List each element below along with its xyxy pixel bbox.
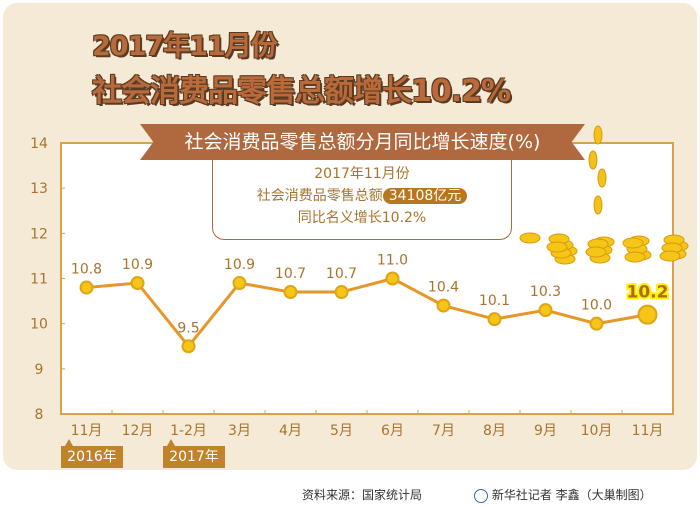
data-point <box>334 285 349 300</box>
data-point <box>637 304 658 325</box>
data-label: 10.2 <box>627 283 669 303</box>
info-line3: 同比名义增长10.2% <box>297 210 427 226</box>
y-tick-label: 12 <box>30 226 48 242</box>
data-label: 10.9 <box>224 257 255 273</box>
info-line2-prefix: 社会消费品零售总额 <box>256 188 383 204</box>
x-tick-label: 7月 <box>432 423 455 439</box>
info-box: 2017年11月份 社会消费品零售总额 34108亿元 同比名义增长10.2% <box>212 160 512 240</box>
y-tick-label: 13 <box>30 181 48 197</box>
data-point <box>589 316 604 331</box>
data-point <box>487 312 502 327</box>
data-label: 10.8 <box>71 262 102 278</box>
x-tick-label: 6月 <box>381 423 404 439</box>
data-label: 10.3 <box>530 284 561 300</box>
data-point <box>436 298 451 313</box>
chart-title-banner: 社会消费品零售总额分月同比增长速度(%) <box>140 124 585 160</box>
x-tick-label: 9月 <box>534 423 557 439</box>
data-label: 10.0 <box>581 298 612 314</box>
data-label: 10.7 <box>326 266 357 282</box>
x-tick-label: 4月 <box>279 423 302 439</box>
y-tick-label: 10 <box>30 317 48 333</box>
coin-icon <box>585 246 607 258</box>
data-point <box>283 285 298 300</box>
source-text: 资料来源：国家统计局 <box>302 488 423 502</box>
info-line1: 2017年11月份 <box>314 166 410 182</box>
x-tick-label: 3月 <box>228 423 251 439</box>
data-point <box>130 276 145 291</box>
coin-icon <box>593 125 603 145</box>
credit-text: 新华社记者 李鑫（大巢制图） <box>491 488 652 502</box>
coin-icon <box>588 150 598 170</box>
data-point <box>385 271 400 286</box>
coin-icon <box>593 195 603 215</box>
headline-line1: 2017年11月份 <box>92 31 278 62</box>
x-tick-label: 8月 <box>483 423 506 439</box>
data-point <box>181 339 196 354</box>
amount-badge: 34108亿元 <box>382 188 468 204</box>
y-tick-label: 11 <box>30 272 48 288</box>
data-label: 10.9 <box>122 257 153 273</box>
x-tick-label: 5月 <box>330 423 353 439</box>
y-tick-label: 8 <box>35 407 44 423</box>
credit: 新华社记者 李鑫（大巢制图） <box>474 486 652 503</box>
data-label: 10.7 <box>275 266 306 282</box>
data-point <box>232 276 247 291</box>
data-label: 10.1 <box>479 293 510 309</box>
xinhua-logo-icon <box>474 488 488 503</box>
x-tick-label: 10月 <box>581 423 613 439</box>
x-tick-label: 11月 <box>71 423 103 439</box>
data-label: 10.4 <box>428 280 459 296</box>
y-tick-label: 14 <box>30 136 48 152</box>
coin-icon <box>546 241 568 253</box>
data-point <box>79 280 94 295</box>
data-point <box>538 303 553 318</box>
x-tick-label: 11月 <box>632 423 664 439</box>
x-tick-label: 1-2月 <box>170 423 207 439</box>
coin-icon <box>597 168 607 188</box>
coin-icon <box>622 237 644 249</box>
coin-icon <box>659 250 681 262</box>
x-tick-label: 12月 <box>122 423 154 439</box>
data-label: 11.0 <box>377 253 408 269</box>
series-line <box>86 276 648 349</box>
coin-icon <box>624 251 646 263</box>
y-tick-label: 9 <box>35 362 44 378</box>
info-line2: 社会消费品零售总额 34108亿元 <box>213 185 511 207</box>
data-label: 9.5 <box>177 320 199 336</box>
headline-line2: 社会消费品零售总额增长10.2% <box>92 74 511 109</box>
year-tag-2017: 2017年 <box>163 439 225 468</box>
year-tag-2016: 2016年 <box>61 439 123 468</box>
coin-icon <box>519 232 541 244</box>
